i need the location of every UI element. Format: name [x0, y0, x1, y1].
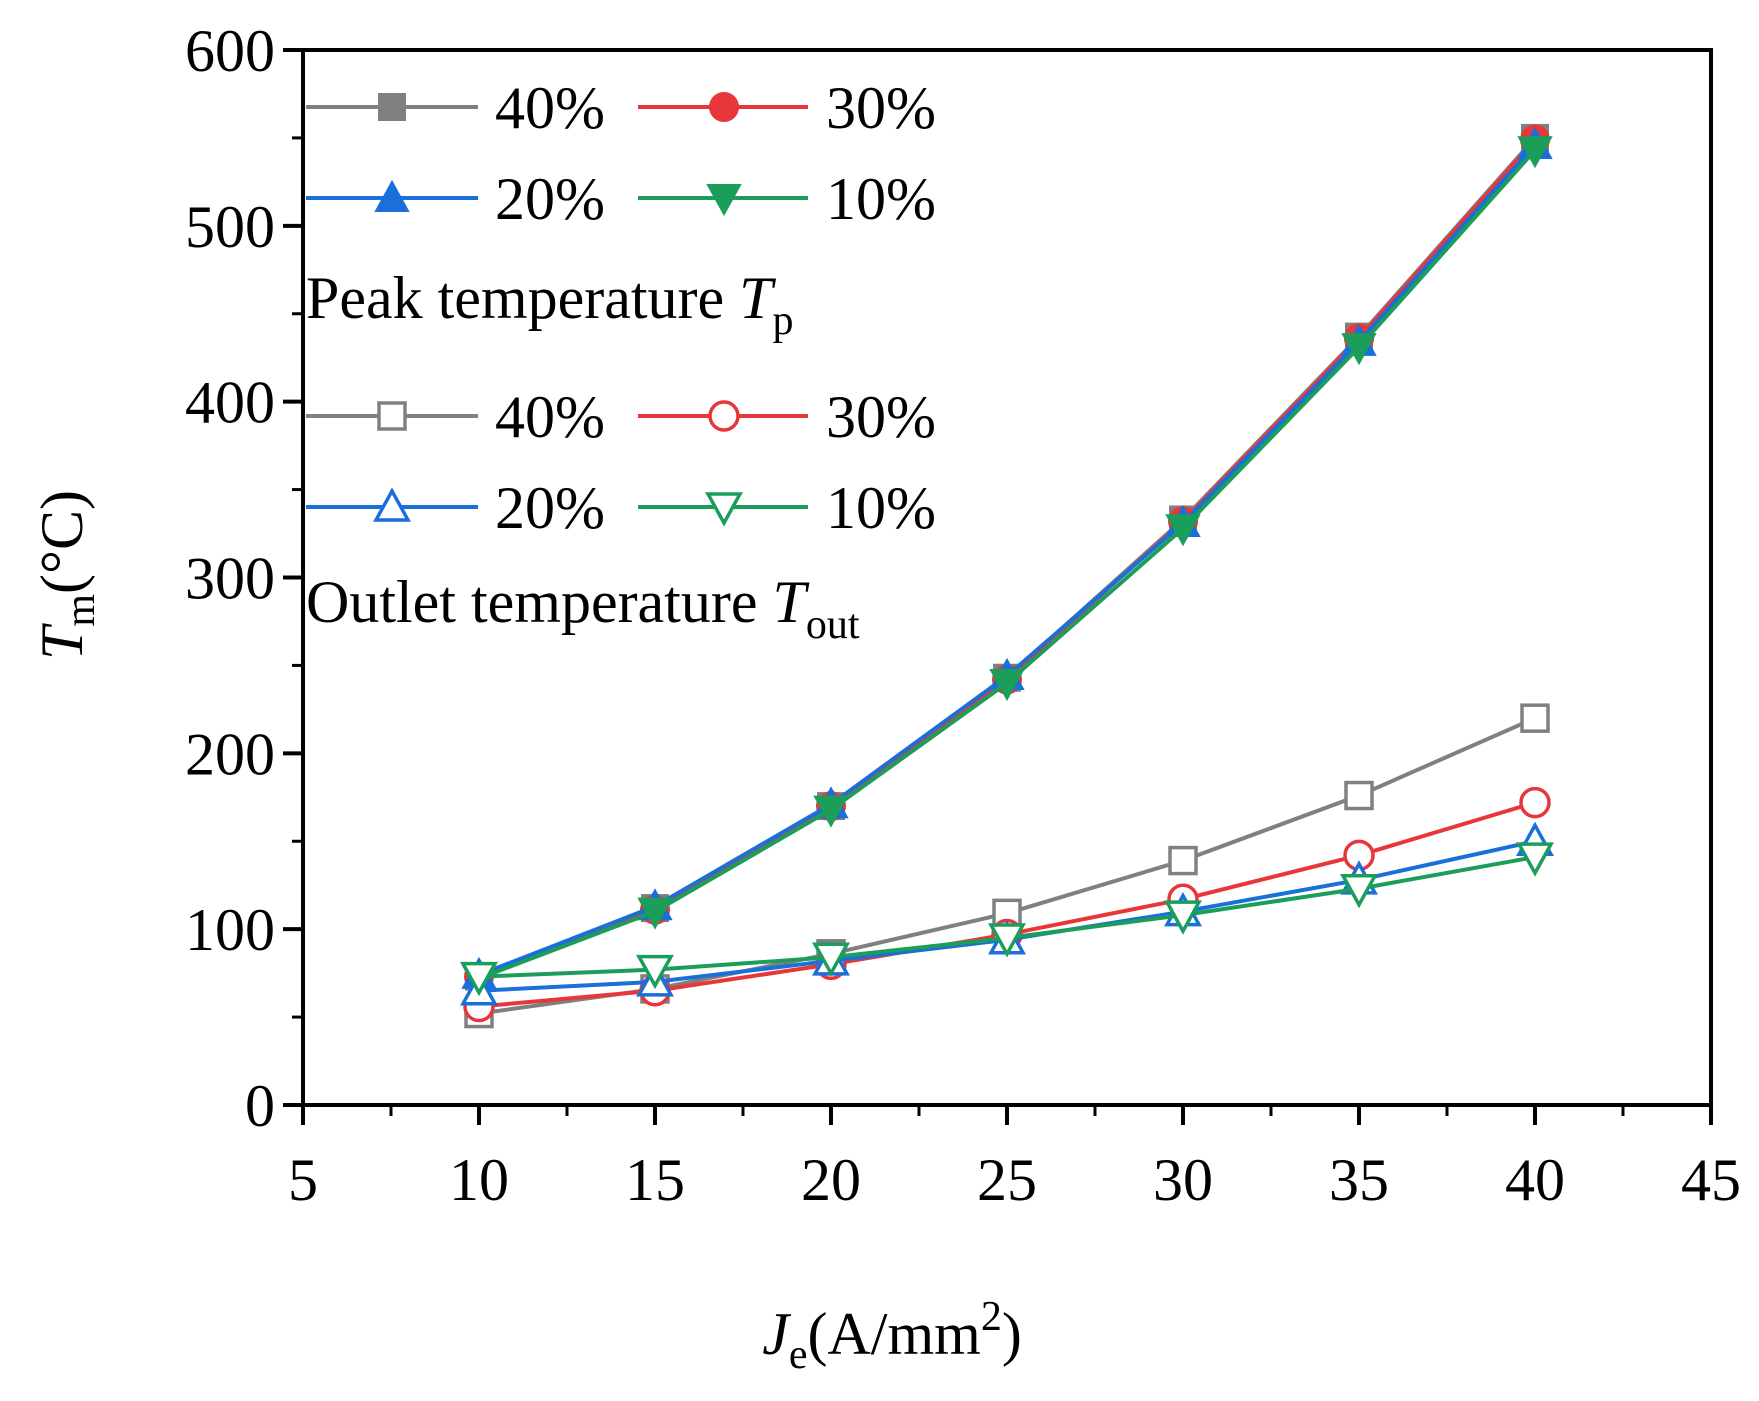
- series-peak-20pct: [461, 126, 1553, 989]
- data-point: [1168, 845, 1198, 876]
- x-tick-label: 25: [977, 1147, 1037, 1213]
- data-point: [636, 954, 674, 990]
- y-tick-label: 0: [245, 1073, 275, 1139]
- legend-swatch-marker: [709, 92, 739, 122]
- legend-label: 20%: [495, 166, 605, 232]
- series-layer: [460, 123, 1554, 1029]
- legend-item: 40%: [306, 75, 605, 141]
- data-point: [460, 961, 498, 997]
- x-tick-label: 5: [288, 1147, 318, 1213]
- data-point: [1165, 514, 1201, 547]
- legend-title-outlet-symbol: T: [772, 569, 809, 635]
- legend-swatch-marker: [378, 93, 406, 121]
- legend-swatch-marker: [708, 400, 740, 432]
- x-axis-title-rest: (A/mm: [807, 1301, 980, 1367]
- x-tick-label: 40: [1505, 1147, 1565, 1213]
- y-tick-label: 400: [185, 370, 275, 436]
- legend-item: 40%: [306, 384, 605, 450]
- y-axis-title-sub: m: [58, 594, 104, 627]
- legend-swatch-marker: [374, 179, 410, 212]
- x-tick-label: 10: [449, 1147, 509, 1213]
- legend-title-outlet: Outlet temperature Tout: [306, 569, 860, 648]
- legend-swatch-marker: [705, 492, 743, 527]
- data-point: [988, 923, 1026, 958]
- legend-label: 30%: [826, 75, 936, 141]
- x-tick-label: 30: [1153, 1147, 1213, 1213]
- data-point: [1340, 873, 1378, 909]
- legend-swatch-marker: [377, 401, 407, 431]
- legend-swatch-marker: [373, 487, 411, 522]
- data-point: [1520, 703, 1550, 733]
- legend-title-peak: Peak temperature Tp: [306, 265, 794, 344]
- legend-item: 30%: [638, 384, 936, 450]
- data-point: [1341, 333, 1377, 366]
- data-point: [989, 669, 1025, 702]
- x-axis-title-sup: 2: [981, 1294, 1002, 1340]
- data-point: [1519, 786, 1551, 819]
- y-tick-label: 600: [185, 18, 275, 84]
- x-tick-label: 15: [625, 1147, 685, 1213]
- series-peak-40pct: [465, 123, 1549, 991]
- series-outlet-10pct: [460, 842, 1554, 997]
- data-point: [813, 795, 849, 828]
- x-tick-label: 20: [801, 1147, 861, 1213]
- x-axis-title: Je(A/mm2): [762, 1294, 1022, 1378]
- y-axis-title-main: T: [29, 623, 95, 660]
- legend-title-outlet-main: Outlet temperature: [306, 569, 772, 635]
- series-outlet-40pct: [464, 703, 1550, 1029]
- x-tick-label: 35: [1329, 1147, 1389, 1213]
- legend: 40% 30% 20% 10% 40% 30% 20% 10% Peak temperature…: [306, 75, 936, 648]
- series-peak-30pct: [464, 124, 1550, 992]
- x-axis-title-main: J: [762, 1301, 791, 1367]
- legend-swatch-marker: [706, 184, 742, 217]
- legend-label: 40%: [495, 384, 605, 450]
- legend-title-peak-symbol: T: [739, 265, 776, 331]
- plot-area: 5 10 15 20 25 30 35 40 45 0 100 200 300 400 500 600: [185, 18, 1741, 1213]
- y-tick-label: 100: [185, 897, 275, 963]
- legend-label: 20%: [495, 475, 605, 541]
- data-point: [1344, 780, 1374, 811]
- x-axis-title-close: ): [1002, 1301, 1022, 1367]
- data-point: [637, 897, 673, 930]
- legend-item: 10%: [638, 166, 936, 232]
- legend-label: 40%: [495, 75, 605, 141]
- data-point: [1516, 842, 1554, 877]
- legend-label: 10%: [826, 475, 936, 541]
- legend-title-peak-subscript: p: [773, 298, 794, 344]
- legend-item: 20%: [306, 166, 605, 232]
- legend-label: 10%: [826, 166, 936, 232]
- data-point: [1164, 900, 1202, 935]
- legend-label: 30%: [826, 384, 936, 450]
- legend-item: 20%: [306, 475, 605, 541]
- y-axis-title: Tm(°C): [29, 490, 104, 660]
- legend-item: 10%: [638, 475, 936, 541]
- y-tick-label: 200: [185, 721, 275, 787]
- x-tick-label: 45: [1681, 1147, 1741, 1213]
- y-tick-label: 500: [185, 194, 275, 260]
- y-axis-title-rest: (°C): [29, 490, 95, 594]
- legend-title-peak-main: Peak temperature: [306, 265, 739, 331]
- data-point: [1517, 136, 1553, 169]
- legend-item: 30%: [638, 75, 936, 141]
- legend-title-outlet-subscript: out: [806, 602, 860, 648]
- data-point: [812, 942, 850, 977]
- x-axis-title-sub: e: [789, 1332, 808, 1378]
- y-tick-label: 300: [185, 546, 275, 612]
